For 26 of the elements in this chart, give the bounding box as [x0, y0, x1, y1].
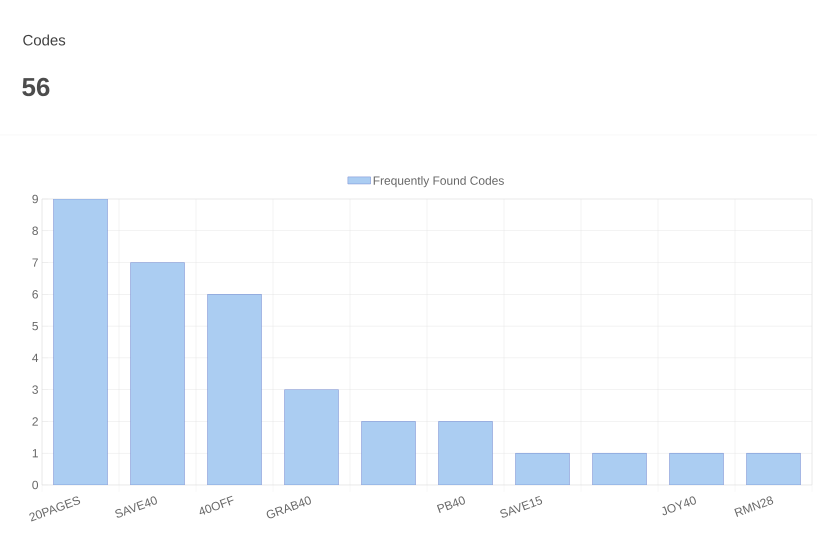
- y-tick-label: 2: [32, 417, 38, 426]
- y-tick-label: 0: [32, 480, 38, 490]
- bar: [669, 453, 724, 485]
- bar: [361, 421, 416, 485]
- bar: [130, 262, 185, 485]
- bar: [515, 453, 570, 485]
- y-tick-label: 9: [32, 194, 38, 204]
- y-tick-label: 4: [32, 354, 38, 362]
- x-tick-label: JOY40: [662, 496, 696, 516]
- bar: [284, 389, 339, 485]
- y-tick-label: 5: [32, 322, 38, 330]
- x-tick-label: 40OFF: [200, 496, 234, 515]
- y-tick-label: 6: [32, 290, 38, 299]
- bar: [53, 199, 108, 485]
- legend-label: Frequently Found Codes: [374, 176, 504, 188]
- bar: [207, 294, 262, 485]
- chart-title: Codes: [23, 34, 66, 46]
- x-tick-label: PB40: [436, 496, 465, 513]
- y-tick-label: 1: [32, 449, 38, 458]
- y-tick-label: 8: [32, 226, 38, 235]
- bar: [438, 421, 493, 485]
- y-tick-label: 7: [32, 258, 38, 267]
- bar: [746, 453, 801, 485]
- y-tick-label: 3: [32, 385, 38, 394]
- chart-subtitle: 56: [22, 78, 50, 96]
- bar: [592, 453, 647, 485]
